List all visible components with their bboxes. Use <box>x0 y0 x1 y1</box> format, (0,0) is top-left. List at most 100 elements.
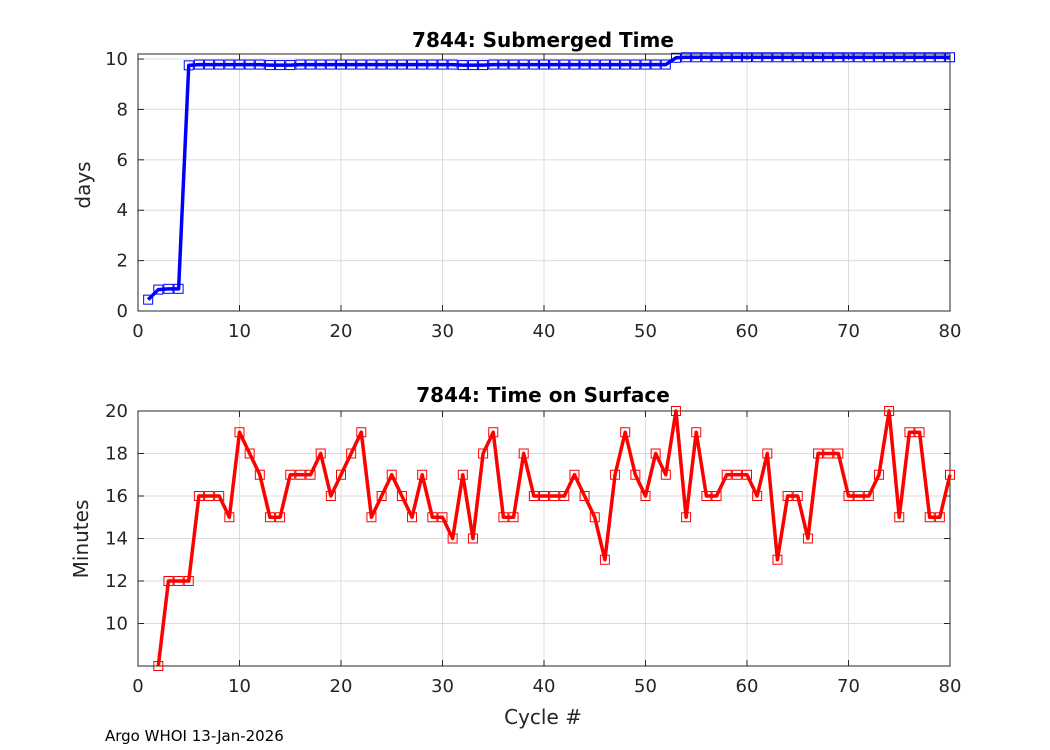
submerged-data-point <box>833 52 844 63</box>
surface-data-point <box>305 469 316 480</box>
submerged-data-point <box>782 52 793 63</box>
submerged-y-tick-label: 8 <box>117 99 128 120</box>
surface-data-point <box>224 512 235 523</box>
surface-data-point <box>376 491 387 501</box>
submerged-data-point <box>336 59 346 70</box>
surface-data-point <box>549 491 560 501</box>
submerged-data-point <box>813 52 824 63</box>
surface-data-point <box>691 427 702 438</box>
submerged-data-point <box>457 60 468 71</box>
surface-data-point <box>711 491 722 501</box>
surface-data-point <box>660 469 671 480</box>
submerged-x-tick-label: 10 <box>228 321 251 342</box>
surface-data-point <box>650 448 661 459</box>
submerged-y-axis-label: days <box>71 161 95 208</box>
surface-data-point <box>742 469 752 480</box>
surface-x-tick-label: 0 <box>132 676 143 697</box>
submerged-data-point <box>498 59 509 70</box>
submerged-data-point <box>945 52 955 63</box>
submerged-time-panel: 7844: Submerged Time days 0 10 20 30 40 50 60 7… <box>71 28 961 342</box>
surface-data-point <box>264 512 275 523</box>
submerged-data-point <box>204 59 215 70</box>
surface-data-point <box>640 491 651 501</box>
surface-y-axis-label: Minutes <box>69 500 93 579</box>
submerged-x-tick-label: 50 <box>634 321 657 342</box>
surface-series-line <box>156 409 952 667</box>
surface-data-point <box>731 469 742 480</box>
submerged-data-point <box>488 59 499 70</box>
submerged-data-point <box>752 52 763 63</box>
surface-data-point <box>924 512 935 523</box>
surface-data-point <box>346 448 357 459</box>
submerged-data-point <box>843 52 854 63</box>
surface-data-point <box>539 491 549 501</box>
surface-data-point <box>386 469 397 480</box>
submerged-data-point <box>599 59 610 70</box>
surface-data-point <box>244 448 255 459</box>
surface-data-point <box>488 427 499 438</box>
surface-data-point <box>772 554 783 565</box>
submerged-y-tick-label: 6 <box>117 150 128 171</box>
submerged-data-point <box>894 52 905 63</box>
submerged-data-point <box>143 294 154 305</box>
submerged-y-tick-label: 2 <box>117 251 128 272</box>
submerged-data-point <box>823 52 834 63</box>
surface-data-point <box>833 448 844 459</box>
surface-time-panel: 7844: Time on Surface Minutes Cycle # 0 1… <box>69 383 961 729</box>
surface-data-point <box>214 491 225 501</box>
surface-data-point <box>336 469 346 480</box>
submerged-data-point <box>681 52 692 63</box>
submerged-data-point <box>762 52 773 63</box>
submerged-data-point <box>224 59 235 70</box>
surface-data-point <box>325 491 336 501</box>
submerged-data-point <box>407 59 418 70</box>
submerged-data-point <box>701 52 712 63</box>
surface-data-point <box>599 554 610 565</box>
surface-data-point <box>467 533 478 544</box>
submerged-data-point <box>244 59 255 70</box>
surface-data-point <box>894 512 905 523</box>
submerged-data-point <box>518 59 529 70</box>
surface-data-point <box>518 448 529 459</box>
surface-data-point <box>579 491 590 501</box>
surface-data-point <box>295 469 306 480</box>
submerged-data-point <box>579 59 590 70</box>
surface-x-tick-label: 30 <box>431 676 454 697</box>
submerged-data-point <box>234 59 245 70</box>
surface-data-point <box>813 448 824 459</box>
submerged-data-point <box>295 59 306 70</box>
submerged-data-point <box>193 59 204 70</box>
submerged-data-point <box>742 52 752 63</box>
surface-data-point <box>285 469 296 480</box>
surface-data-point <box>873 469 884 480</box>
submerged-data-point <box>386 59 397 70</box>
submerged-data-point <box>183 60 194 71</box>
submerged-data-point <box>630 59 641 70</box>
surface-data-point <box>478 448 489 459</box>
surface-ticks: 0 10 20 30 40 50 60 70 80 10 12 14 16 18 20 <box>105 401 961 697</box>
submerged-data-point <box>417 59 428 70</box>
submerged-data-point <box>569 59 580 70</box>
surface-data-point <box>863 491 874 501</box>
submerged-data-point <box>285 60 296 71</box>
submerged-data-point <box>802 52 813 63</box>
submerged-data-point <box>325 59 336 70</box>
footer-credit: Argo WHOI 13-Jan-2026 <box>105 727 284 745</box>
surface-data-point <box>163 576 174 586</box>
submerged-x-tick-label: 40 <box>533 321 556 342</box>
submerged-data-point <box>153 284 164 295</box>
surface-data-point <box>802 533 813 544</box>
submerged-data-point <box>254 59 265 70</box>
surface-data-point <box>204 491 215 501</box>
surface-data-point <box>904 427 915 438</box>
surface-data-point <box>569 469 580 480</box>
surface-x-tick-label: 60 <box>736 676 759 697</box>
submerged-data-point <box>589 59 600 70</box>
surface-y-tick-label: 12 <box>105 571 128 592</box>
submerged-data-point <box>173 283 184 294</box>
submerged-data-point <box>640 59 651 70</box>
surface-y-tick-label: 14 <box>105 529 128 550</box>
submerged-data-point <box>346 59 357 70</box>
surface-data-point <box>670 406 681 416</box>
